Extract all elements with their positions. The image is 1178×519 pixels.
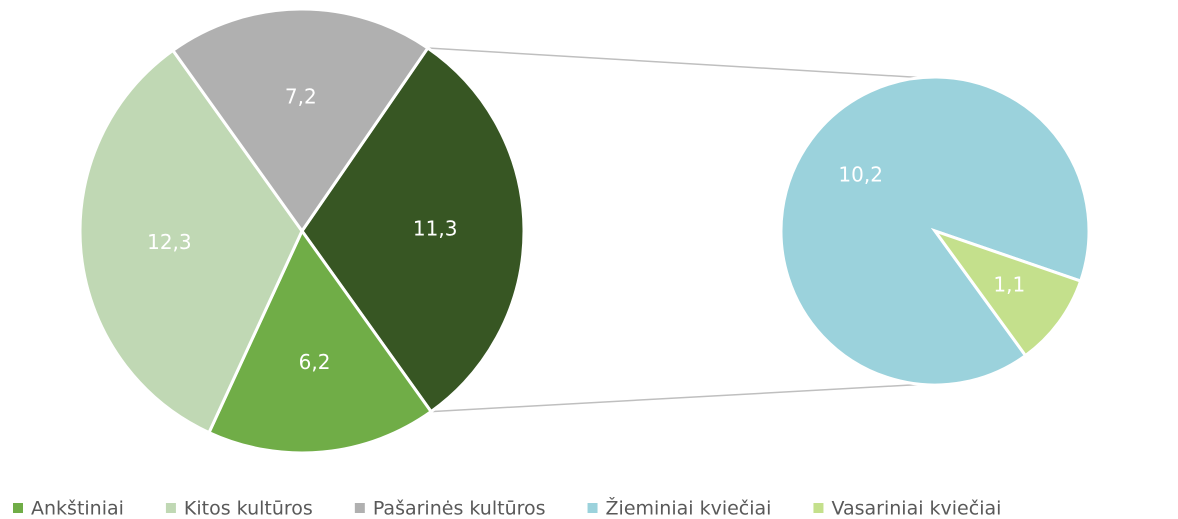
legend-swatch xyxy=(813,503,824,513)
legend-label: Žieminiai kviečiai xyxy=(606,497,772,519)
data-label: 1,1 xyxy=(993,272,1025,296)
legend-swatch xyxy=(354,503,365,513)
legend-label: Ankštiniai xyxy=(31,498,124,519)
data-label: 6,2 xyxy=(299,350,331,374)
data-label: 12,3 xyxy=(147,230,192,254)
pie-slice xyxy=(170,7,430,234)
data-label: 11,3 xyxy=(413,216,458,240)
legend-label: Kitos kultūros xyxy=(184,498,313,519)
data-label: 7,2 xyxy=(285,84,317,108)
connector xyxy=(431,383,922,413)
legend-swatch xyxy=(13,503,23,513)
pie-slice xyxy=(930,228,1083,358)
connector xyxy=(427,47,922,79)
pie-slice xyxy=(300,45,526,414)
legend-label: Vasariniai kviečiai xyxy=(831,498,1001,519)
legend-swatch xyxy=(587,503,598,513)
legend-swatch xyxy=(165,503,176,513)
pie-slice xyxy=(206,228,434,455)
data-label: 10,2 xyxy=(838,163,883,187)
legend-label: Pašarinės kultūros xyxy=(373,498,546,519)
pie-slice xyxy=(78,48,304,435)
